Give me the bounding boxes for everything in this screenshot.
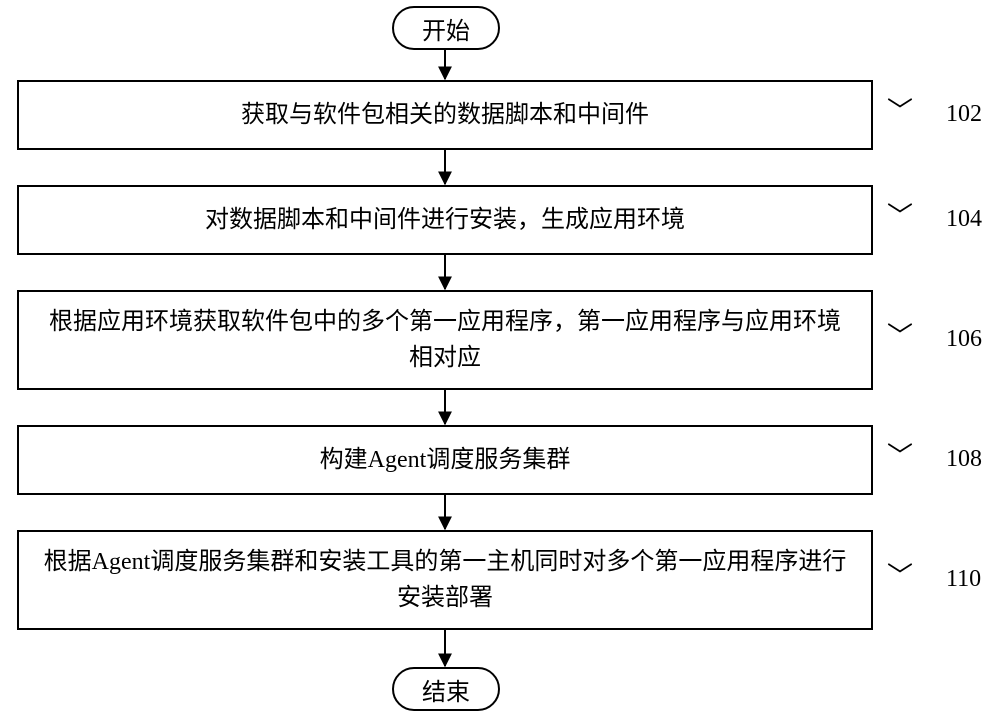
step-label-106: 106 — [946, 326, 982, 353]
node-text: 结束 — [422, 672, 470, 707]
step-label-110: 110 — [946, 566, 981, 593]
label-connector: ﹀ — [887, 444, 913, 470]
node-text: 构建Agent调度服务集群 — [320, 442, 571, 478]
step-s110: 根据Agent调度服务集群和安装工具的第一主机同时对多个第一应用程序进行安装部署 — [17, 530, 873, 630]
step-s104: 对数据脚本和中间件进行安装，生成应用环境 — [17, 185, 873, 255]
terminator-start: 开始 — [392, 6, 500, 50]
flowchart-canvas: 开始获取与软件包相关的数据脚本和中间件 ﹀ 102 对数据脚本和中间件进行安装，生成应… — [0, 0, 1000, 724]
step-label-104: 104 — [946, 206, 982, 233]
node-text: 获取与软件包相关的数据脚本和中间件 — [241, 97, 649, 133]
step-label-102: 102 — [946, 101, 982, 128]
node-text: 开始 — [422, 11, 470, 46]
label-connector: ﹀ — [887, 99, 913, 125]
label-connector: ﹀ — [887, 564, 913, 590]
node-text: 根据应用环境获取软件包中的多个第一应用程序，第一应用程序与应用环境相对应 — [39, 304, 851, 376]
node-text: 根据Agent调度服务集群和安装工具的第一主机同时对多个第一应用程序进行安装部署 — [39, 544, 851, 616]
step-s102: 获取与软件包相关的数据脚本和中间件 — [17, 80, 873, 150]
node-text: 对数据脚本和中间件进行安装，生成应用环境 — [205, 202, 685, 238]
label-connector: ﹀ — [887, 324, 913, 350]
step-s108: 构建Agent调度服务集群 — [17, 425, 873, 495]
label-connector: ﹀ — [887, 204, 913, 230]
terminator-end: 结束 — [392, 667, 500, 711]
step-label-108: 108 — [946, 446, 982, 473]
step-s106: 根据应用环境获取软件包中的多个第一应用程序，第一应用程序与应用环境相对应 — [17, 290, 873, 390]
